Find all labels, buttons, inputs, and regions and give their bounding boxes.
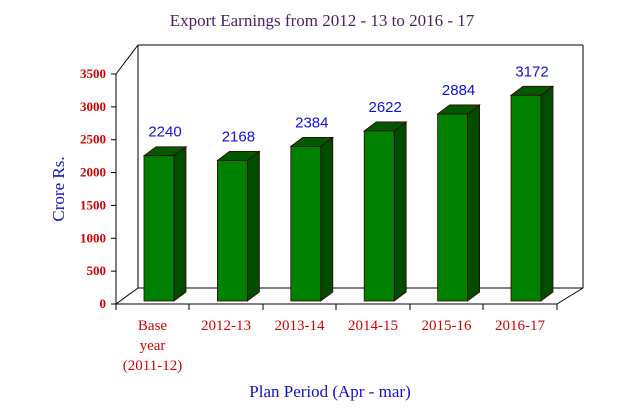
y-tick-label: 1500: [80, 197, 106, 212]
bar-front-face: [510, 94, 542, 302]
x-tick-label: 2015-16: [422, 318, 472, 334]
bar-value-label: 2168: [222, 128, 255, 145]
bar: [142, 145, 188, 302]
x-axis-tick-labels: Base year (2011-12) 2012-13 2013-14 2014-15 20…: [115, 304, 558, 374]
bar-value-label: 2384: [295, 114, 328, 131]
x-tick-label: 2016-17: [495, 318, 545, 334]
bar-value-label: 2240: [148, 124, 181, 141]
x-tick-label: 2012-13: [201, 318, 251, 334]
bar-value-label: 2884: [442, 82, 475, 99]
bar-front-face: [216, 159, 248, 302]
x-tick-label: (2011-12): [123, 358, 182, 374]
y-axis-ticks: 3500 3000 2500 2000 1500 1000 500 0: [80, 66, 116, 311]
x-tick-label: 2013-14: [275, 318, 325, 334]
y-axis-title: Crore Rs.: [49, 156, 68, 221]
bar-side-face: [246, 150, 260, 302]
bar: [363, 121, 408, 302]
y-tick-label: 2500: [80, 132, 106, 147]
y-tick-label: 3500: [80, 66, 106, 81]
chart-title: Export Earnings from 2012 - 13 to 2016 -…: [170, 11, 475, 30]
y-tick-label: 2000: [80, 165, 106, 180]
bar-front-face: [290, 145, 322, 302]
bar-series: 2240 2168 2384 2622 2884 3172: [142, 63, 555, 302]
x-tick-label: Base: [138, 318, 168, 334]
y-tick-label: 0: [100, 296, 107, 311]
bar-side-face: [540, 85, 554, 302]
x-axis-title: Plan Period (Apr - mar): [249, 382, 410, 401]
bar-value-label: 3172: [515, 63, 548, 80]
bar: [509, 85, 555, 302]
y-tick-label: 500: [87, 263, 107, 278]
bar: [289, 136, 334, 302]
bar-side-face: [467, 104, 481, 302]
bar: [436, 104, 481, 302]
bar: [216, 150, 261, 302]
y-tick-label: 1000: [80, 230, 106, 245]
bar-front-face: [437, 113, 469, 302]
floor-right-edge: [556, 287, 584, 305]
bar-side-face: [173, 145, 187, 302]
bar-side-face: [393, 121, 407, 302]
frame-top-left-edge: [115, 44, 139, 75]
bar-front-face: [143, 155, 175, 302]
bar-side-face: [320, 136, 334, 302]
bar-front-face: [363, 130, 395, 302]
x-tick-label: 2014-15: [348, 318, 398, 334]
bar-value-label: 2622: [369, 99, 402, 116]
x-tick-label: year: [140, 338, 166, 354]
floor-left-edge: [115, 287, 139, 305]
y-tick-label: 3000: [80, 99, 106, 114]
